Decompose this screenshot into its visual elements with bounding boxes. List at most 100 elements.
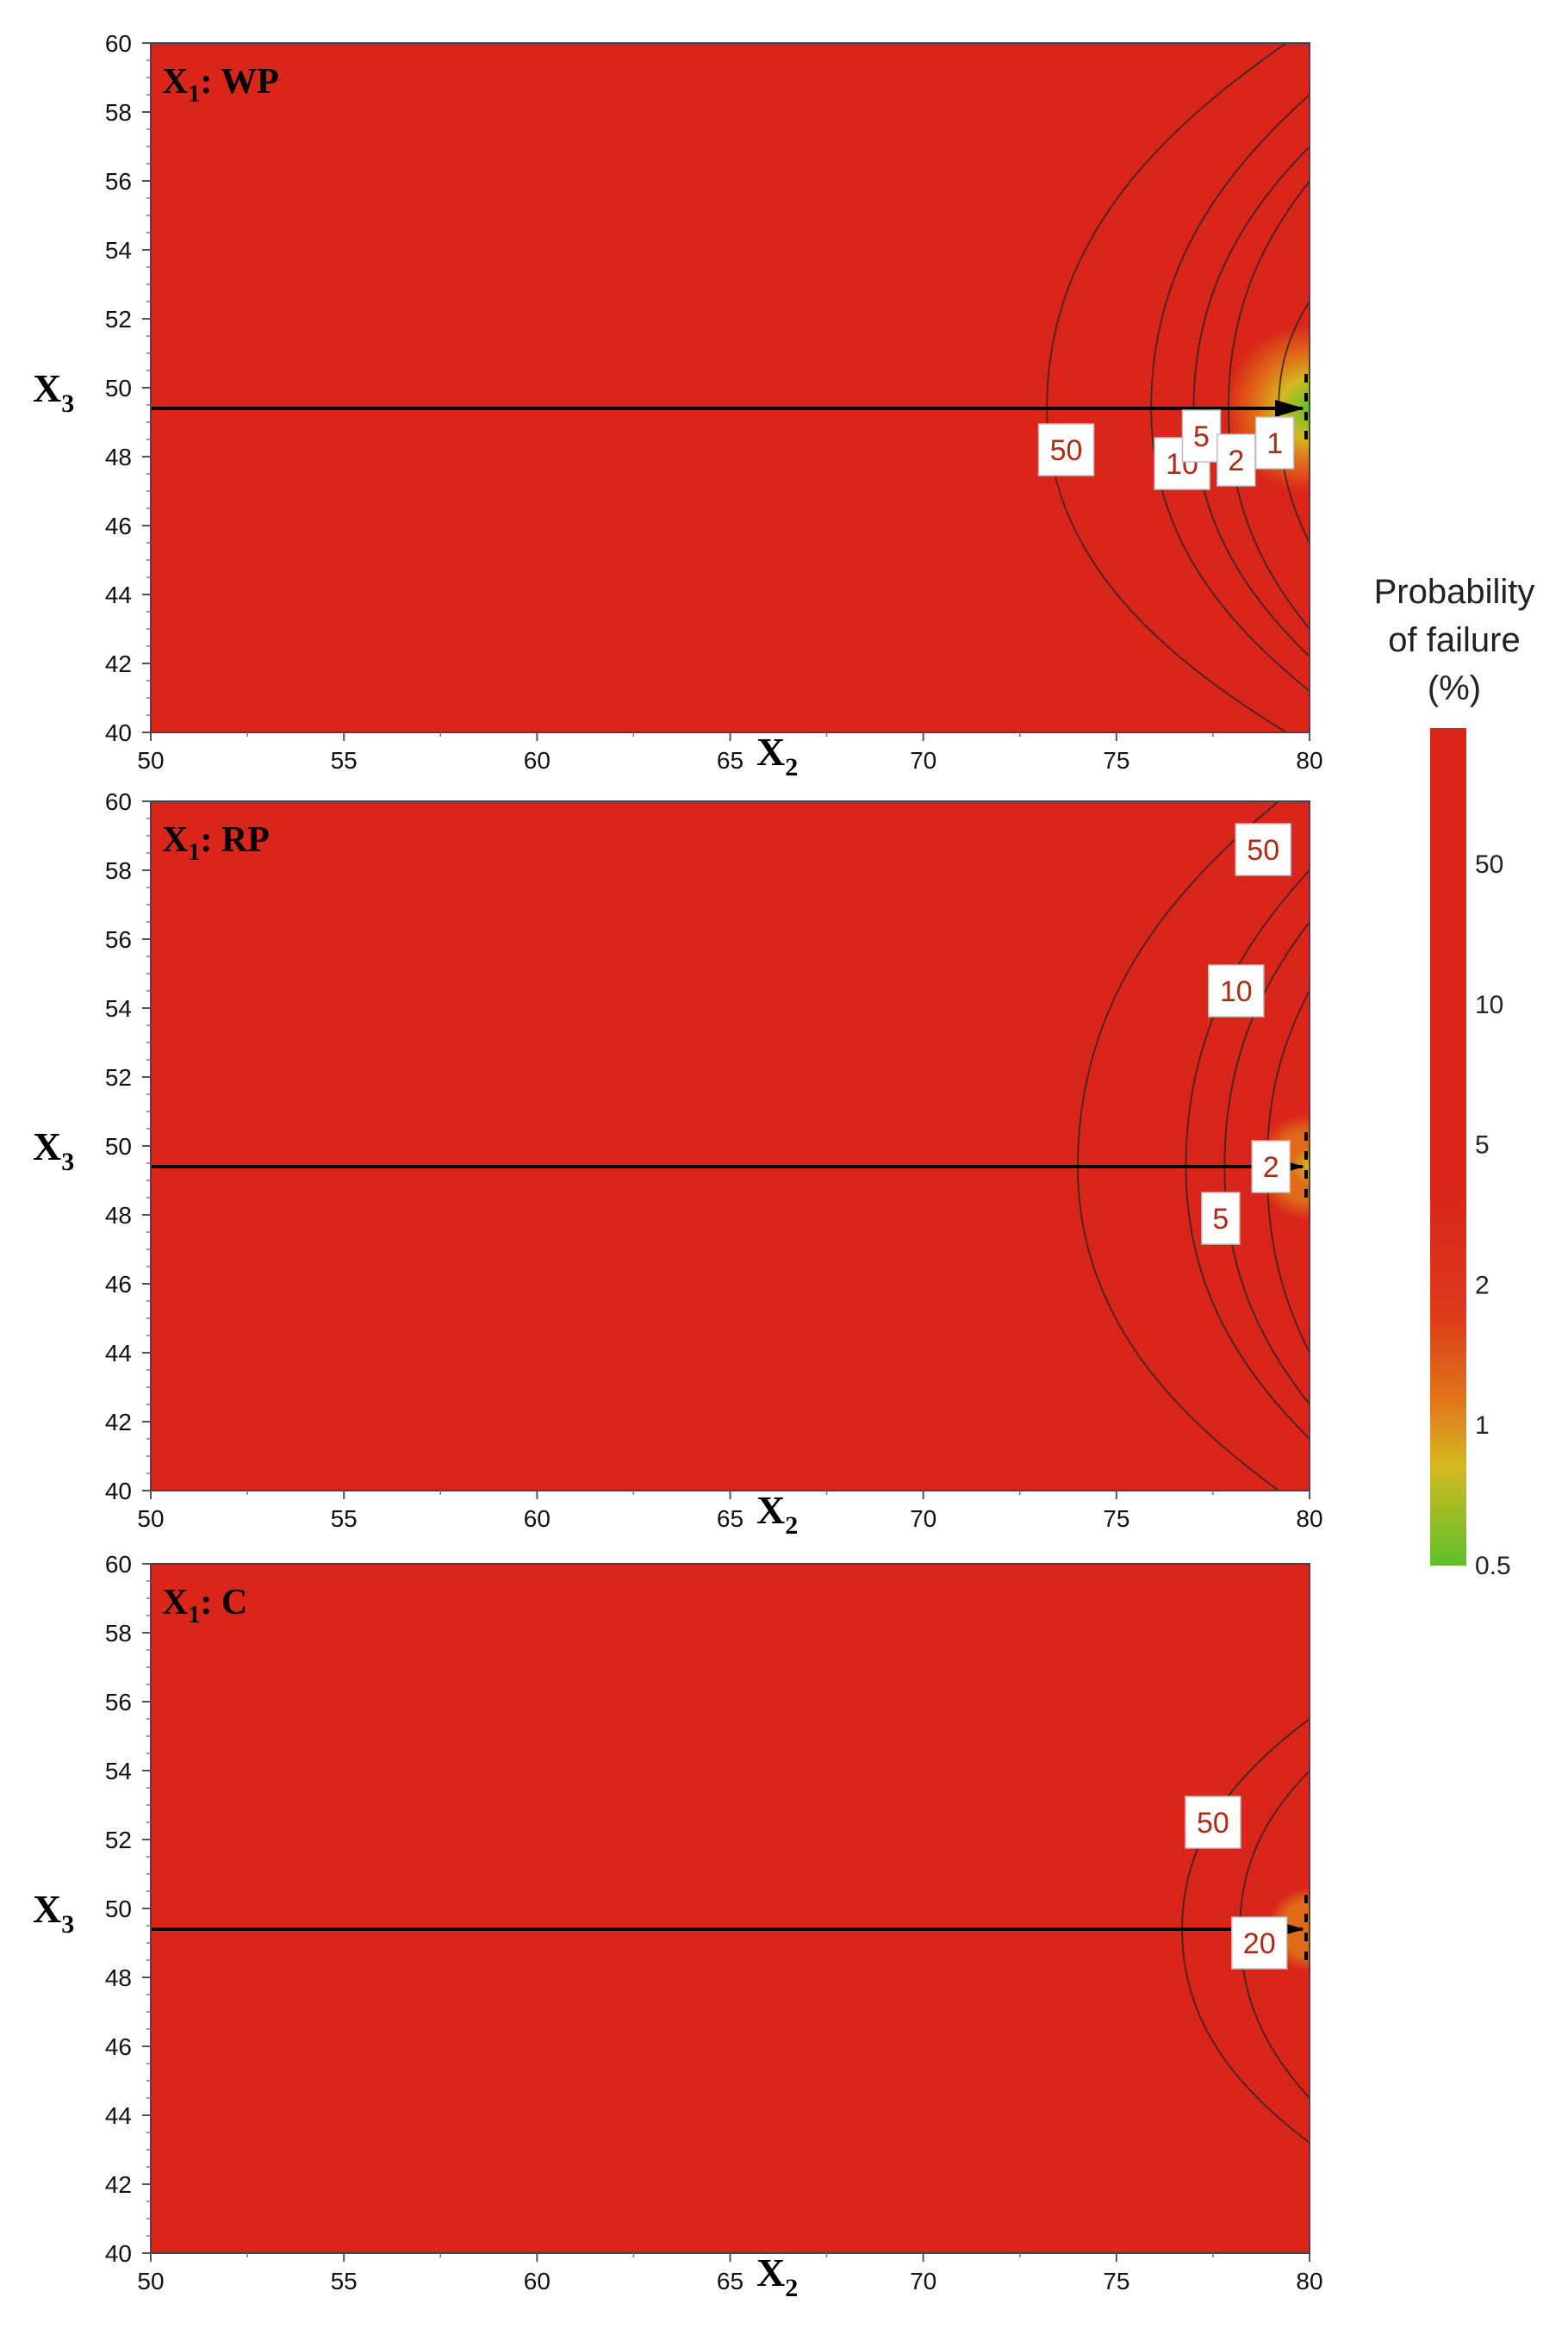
x-tick-label: 55 (331, 2268, 358, 2294)
x-tick-label: 80 (1296, 2268, 1322, 2294)
optimum-arrowhead (1275, 400, 1304, 417)
y-tick-label: 60 (105, 788, 132, 815)
contour-label-50: 50 (1197, 1807, 1229, 1840)
y-tick-label: 54 (105, 237, 132, 264)
panel-tag: X1: RP (162, 820, 270, 866)
x-axis-title-sub: 2 (785, 753, 798, 781)
panel-tag-rest: : C (200, 1583, 247, 1622)
panel-tag: X1: WP (162, 62, 279, 108)
contour-label-box (1230, 1916, 1288, 1970)
y-tick-label: 52 (105, 1064, 132, 1091)
contour-label-box (1251, 1140, 1291, 1193)
colorbar-title-line: Probability (1374, 573, 1535, 611)
panel-tag-sub: 1 (188, 1602, 200, 1628)
y-tick-label: 44 (105, 1340, 132, 1367)
panel-tag-rest: : RP (200, 820, 269, 860)
contour-label-2: 2 (1228, 445, 1244, 477)
y-tick-label: 52 (105, 1827, 132, 1853)
contour-label-box (1208, 964, 1265, 1018)
panel-tag-main: X (162, 820, 188, 860)
panel-tag-sub: 1 (188, 81, 200, 108)
x-tick-label: 75 (1103, 1505, 1129, 1532)
contour-label-5: 5 (1212, 1203, 1229, 1236)
contour-label-2: 2 (1263, 1151, 1279, 1184)
y-tick-label: 60 (105, 30, 132, 57)
y-tick-label: 54 (105, 1758, 132, 1784)
panel-tag-main: X (162, 1583, 188, 1622)
contour-label-box (1216, 433, 1256, 487)
x-axis-title-sub: 2 (785, 2274, 798, 2302)
chart-panel-3: 50 20 40 42 44 46 48 50 52 54 56 58 60 50 55 60 65 70 75 80… (33, 1551, 1323, 2302)
x-tick-label: 65 (717, 1505, 744, 1532)
x-tick-label: 70 (910, 2268, 936, 2294)
colorbar-tick-label: 5 (1475, 1131, 1490, 1160)
y-tick-label: 56 (105, 926, 132, 953)
y-axis-title-sub: 3 (61, 389, 74, 418)
y-tick-label: 50 (105, 1133, 132, 1160)
x-tick-label: 70 (910, 747, 936, 774)
y-axis-title-sub: 3 (61, 1148, 74, 1176)
y-tick-label: 46 (105, 513, 132, 539)
x-axis-title: X2 (756, 1488, 798, 1540)
contour-label-1: 1 (1266, 427, 1283, 460)
contour-label-box (1235, 823, 1291, 876)
plot-area-background (151, 1564, 1310, 2253)
y-tick-label: 48 (105, 1964, 132, 1991)
y-tick-label: 44 (105, 582, 132, 608)
y-tick-label: 44 (105, 2102, 132, 2129)
x-tick-label: 70 (910, 1505, 936, 1532)
contour-label-box (1185, 1796, 1241, 1849)
x-tick-label: 75 (1103, 747, 1129, 774)
x-axis-title-sub: 2 (785, 1511, 798, 1540)
y-axis-title: X3 (33, 1124, 74, 1176)
y-tick-label: 46 (105, 1271, 132, 1298)
contour-label-box (1254, 416, 1295, 470)
contour-label-5: 5 (1193, 420, 1210, 453)
y-tick-label: 42 (105, 651, 132, 677)
x-tick-label: 65 (717, 2268, 744, 2294)
y-tick-label: 56 (105, 1689, 132, 1715)
contour-label-box (1181, 409, 1222, 463)
y-tick-label: 54 (105, 995, 132, 1022)
contour-label-50: 50 (1050, 434, 1083, 467)
panel-tag-main: X (162, 62, 188, 102)
colorbar-tick-label: 1 (1475, 1411, 1490, 1440)
y-tick-label: 48 (105, 444, 132, 470)
y-tick-label: 40 (105, 1478, 132, 1504)
x-tick-label: 80 (1296, 1505, 1322, 1532)
y-axis-title-sub: 3 (61, 1910, 74, 1939)
contour-label-20: 20 (1243, 1927, 1276, 1960)
y-tick-label: 58 (105, 857, 132, 884)
contour-label-box (1037, 423, 1095, 476)
x-axis-title: X2 (756, 2251, 798, 2302)
colorbar-tick-label: 10 (1475, 991, 1503, 1019)
colorbar-title-line: of failure (1388, 621, 1520, 659)
colorbar-title-line: (%) (1428, 669, 1481, 707)
x-tick-label: 50 (137, 1505, 164, 1532)
x-tick-label: 65 (717, 747, 744, 774)
colorbar-tick-label: 2 (1475, 1271, 1490, 1299)
colorbar: Probability of failure (%) 50 10 5 2 1 0.5 (1374, 573, 1535, 1580)
y-tick-label: 52 (105, 306, 132, 333)
x-tick-label: 60 (524, 2268, 551, 2294)
plot-area-background (151, 801, 1310, 1491)
y-tick-label: 50 (105, 1896, 132, 1922)
panel-tag-sub: 1 (188, 839, 200, 866)
y-tick-label: 58 (105, 99, 132, 126)
panel-tag-rest: : WP (200, 62, 278, 102)
y-tick-label: 58 (105, 1620, 132, 1647)
y-tick-label: 60 (105, 1551, 132, 1578)
contour-label-box (1201, 1192, 1241, 1245)
y-tick-label: 46 (105, 2033, 132, 2060)
x-tick-label: 75 (1103, 2268, 1129, 2294)
x-tick-label: 50 (137, 747, 164, 774)
y-tick-label: 48 (105, 1202, 132, 1229)
colorbar-tick-label: 0.5 (1475, 1552, 1511, 1580)
contour-label-50: 50 (1247, 834, 1279, 867)
colorbar-ramp (1430, 728, 1466, 1566)
y-axis-title: X3 (33, 1887, 74, 1939)
panel-tag: X1: C (162, 1583, 247, 1628)
